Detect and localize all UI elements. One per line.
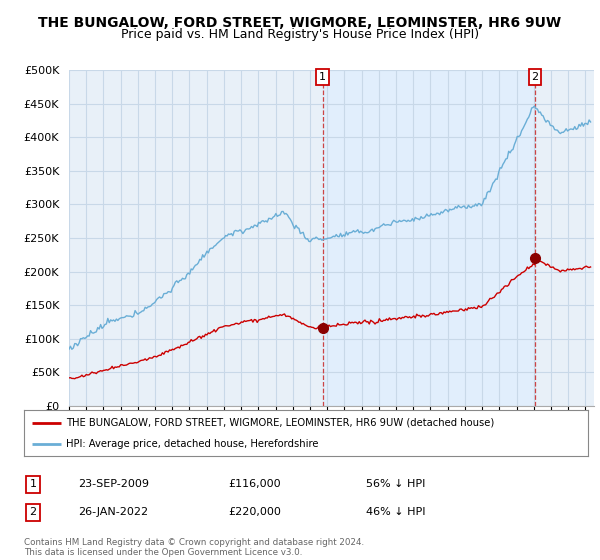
Text: 1: 1 (29, 479, 37, 489)
Text: 2: 2 (532, 72, 539, 82)
Text: 1: 1 (319, 72, 326, 82)
Text: 26-JAN-2022: 26-JAN-2022 (78, 507, 148, 517)
Text: Price paid vs. HM Land Registry's House Price Index (HPI): Price paid vs. HM Land Registry's House … (121, 28, 479, 41)
Text: £116,000: £116,000 (228, 479, 281, 489)
Text: 23-SEP-2009: 23-SEP-2009 (78, 479, 149, 489)
Text: 46% ↓ HPI: 46% ↓ HPI (366, 507, 425, 517)
Text: THE BUNGALOW, FORD STREET, WIGMORE, LEOMINSTER, HR6 9UW: THE BUNGALOW, FORD STREET, WIGMORE, LEOM… (38, 16, 562, 30)
Text: HPI: Average price, detached house, Herefordshire: HPI: Average price, detached house, Here… (66, 439, 319, 449)
Text: THE BUNGALOW, FORD STREET, WIGMORE, LEOMINSTER, HR6 9UW (detached house): THE BUNGALOW, FORD STREET, WIGMORE, LEOM… (66, 418, 494, 428)
Bar (323, 70, 535, 406)
Text: £220,000: £220,000 (228, 507, 281, 517)
Text: 56% ↓ HPI: 56% ↓ HPI (366, 479, 425, 489)
Text: 2: 2 (29, 507, 37, 517)
Text: Contains HM Land Registry data © Crown copyright and database right 2024.
This d: Contains HM Land Registry data © Crown c… (24, 538, 364, 557)
